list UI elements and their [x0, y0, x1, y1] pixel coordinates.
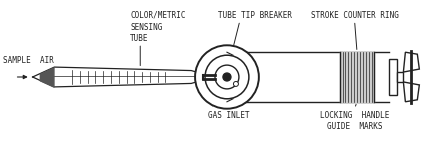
Polygon shape — [403, 52, 419, 72]
Bar — [340, 52, 375, 102]
Bar — [227, 52, 390, 102]
Text: COLOR/METRIC
SENSING
TUBE: COLOR/METRIC SENSING TUBE — [130, 11, 186, 43]
Text: LOCKING  HANDLE
GUIDE  MARKS: LOCKING HANDLE GUIDE MARKS — [320, 111, 389, 131]
Circle shape — [215, 65, 239, 89]
Circle shape — [223, 73, 231, 81]
Circle shape — [233, 81, 239, 86]
Text: STROKE COUNTER RING: STROKE COUNTER RING — [311, 11, 399, 20]
Polygon shape — [33, 67, 213, 87]
Bar — [390, 59, 397, 95]
Circle shape — [205, 55, 249, 99]
Bar — [397, 72, 403, 82]
Text: TUBE TIP BREAKER: TUBE TIP BREAKER — [218, 11, 292, 20]
Circle shape — [195, 45, 259, 109]
Polygon shape — [403, 82, 419, 102]
Text: SAMPLE  AIR: SAMPLE AIR — [3, 56, 54, 65]
Text: GAS INLET: GAS INLET — [208, 111, 250, 120]
